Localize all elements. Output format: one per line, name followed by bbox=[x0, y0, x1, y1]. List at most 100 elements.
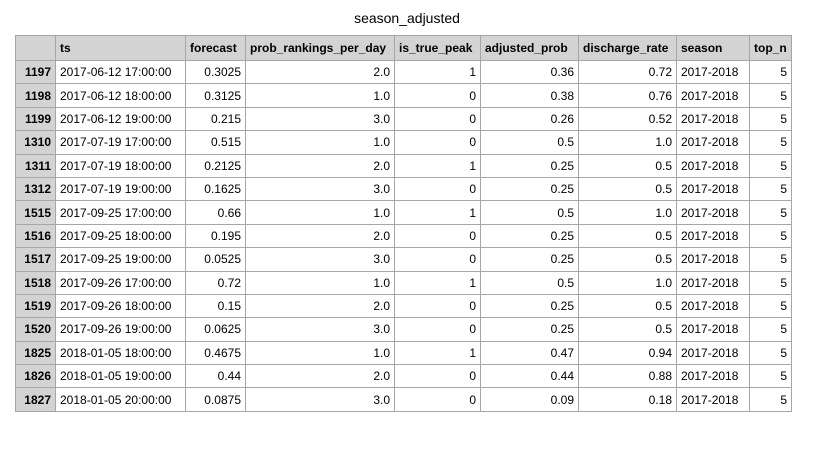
table-cell: 0 bbox=[394, 364, 481, 389]
table-cell: 0.5 bbox=[480, 200, 579, 225]
table-cell: 2017-2018 bbox=[676, 340, 750, 366]
table-cell: 0.515 bbox=[185, 130, 246, 155]
table-cell: 2017-07-19 18:00:00 bbox=[55, 153, 186, 178]
table-cell: 5 bbox=[749, 293, 792, 319]
row-index: 1520 bbox=[15, 317, 56, 342]
table-cell: 2017-06-12 17:00:00 bbox=[55, 59, 186, 85]
row-index: 1197 bbox=[15, 59, 56, 85]
table-cell: 0.5 bbox=[578, 293, 677, 319]
table-cell: 5 bbox=[749, 247, 792, 272]
table-cell: 0.5 bbox=[578, 317, 677, 342]
table-cell: 0.0625 bbox=[185, 317, 246, 342]
table-header: ts forecast prob_rankings_per_day is_true_p… bbox=[15, 35, 792, 61]
table-cell: 0.2125 bbox=[185, 153, 246, 178]
table-cell: 0.195 bbox=[185, 223, 246, 249]
table-row: 1827 2018-01-05 20:00:00 0.0875 3.0 0 0.09 0.1… bbox=[15, 387, 792, 412]
table-cell: 2.0 bbox=[245, 293, 395, 319]
table-cell: 2017-09-26 18:00:00 bbox=[55, 293, 186, 319]
table-cell: 0.25 bbox=[480, 247, 579, 272]
table-cell: 5 bbox=[749, 387, 792, 412]
table-cell: 0.36 bbox=[480, 59, 579, 85]
table-cell: 2017-09-25 17:00:00 bbox=[55, 200, 186, 225]
table-cell: 2017-2018 bbox=[676, 387, 750, 412]
table-row: 1825 2018-01-05 18:00:00 0.4675 1.0 1 0.47 0.9… bbox=[15, 340, 792, 366]
table-row: 1310 2017-07-19 17:00:00 0.515 1.0 0 0.5 1.0 20… bbox=[15, 130, 792, 155]
table-cell: 0.5 bbox=[578, 247, 677, 272]
table-cell: 2017-2018 bbox=[676, 176, 750, 202]
table-cell: 0.44 bbox=[185, 364, 246, 389]
table-cell: 0.18 bbox=[578, 387, 677, 412]
table-cell: 0.38 bbox=[480, 83, 579, 108]
table-cell: 0.5 bbox=[480, 130, 579, 155]
column-header-season: season bbox=[676, 35, 750, 61]
table-cell: 3.0 bbox=[245, 106, 395, 132]
row-index: 1515 bbox=[15, 200, 56, 225]
table-cell: 2017-2018 bbox=[676, 247, 750, 272]
row-index: 1516 bbox=[15, 223, 56, 249]
table-cell: 1 bbox=[394, 200, 481, 225]
table-cell: 5 bbox=[749, 364, 792, 389]
table-cell: 0.88 bbox=[578, 364, 677, 389]
table-cell: 0.09 bbox=[480, 387, 579, 412]
table-cell: 0 bbox=[394, 223, 481, 249]
table-cell: 0.66 bbox=[185, 200, 246, 225]
table-cell: 5 bbox=[749, 59, 792, 85]
table-cell: 3.0 bbox=[245, 247, 395, 272]
table-cell: 0.52 bbox=[578, 106, 677, 132]
table-row: 1198 2017-06-12 18:00:00 0.3125 1.0 0 0.38 0.7… bbox=[15, 83, 792, 108]
table-cell: 0.94 bbox=[578, 340, 677, 366]
table-cell: 2018-01-05 19:00:00 bbox=[55, 364, 186, 389]
table-cell: 1.0 bbox=[245, 130, 395, 155]
table-cell: 2017-2018 bbox=[676, 293, 750, 319]
table-cell: 0.25 bbox=[480, 317, 579, 342]
table-cell: 1 bbox=[394, 340, 481, 366]
table-body: 1197 2017-06-12 17:00:00 0.3025 2.0 1 0.36 0.7… bbox=[15, 59, 792, 412]
row-index: 1519 bbox=[15, 293, 56, 319]
row-index: 1517 bbox=[15, 247, 56, 272]
table-cell: 0 bbox=[394, 130, 481, 155]
table-cell: 2017-2018 bbox=[676, 223, 750, 249]
table-cell: 0.5 bbox=[578, 176, 677, 202]
table-cell: 0.0525 bbox=[185, 247, 246, 272]
table-cell: 2.0 bbox=[245, 153, 395, 178]
table-cell: 2017-06-12 18:00:00 bbox=[55, 83, 186, 108]
table-cell: 2.0 bbox=[245, 59, 395, 85]
table-cell: 2017-2018 bbox=[676, 130, 750, 155]
table-row: 1826 2018-01-05 19:00:00 0.44 2.0 0 0.44 0.88 2… bbox=[15, 364, 792, 389]
table-cell: 1.0 bbox=[245, 270, 395, 295]
table-cell: 2017-07-19 17:00:00 bbox=[55, 130, 186, 155]
table-cell: 0.0875 bbox=[185, 387, 246, 412]
table-cell: 0 bbox=[394, 293, 481, 319]
table-cell: 5 bbox=[749, 340, 792, 366]
column-header-discharge-rate: discharge_rate bbox=[578, 35, 677, 61]
table-cell: 0.4675 bbox=[185, 340, 246, 366]
table-cell: 2017-2018 bbox=[676, 270, 750, 295]
table-cell: 1.0 bbox=[578, 130, 677, 155]
row-index: 1312 bbox=[15, 176, 56, 202]
table-cell: 3.0 bbox=[245, 387, 395, 412]
table-cell: 1.0 bbox=[578, 270, 677, 295]
table-cell: 5 bbox=[749, 106, 792, 132]
table-cell: 0.5 bbox=[578, 153, 677, 178]
row-index: 1198 bbox=[15, 83, 56, 108]
table-row: 1199 2017-06-12 19:00:00 0.215 3.0 0 0.26 0.52… bbox=[15, 106, 792, 132]
row-index: 1827 bbox=[15, 387, 56, 412]
table-cell: 0.26 bbox=[480, 106, 579, 132]
table-row: 1515 2017-09-25 17:00:00 0.66 1.0 1 0.5 1.0 201… bbox=[15, 200, 792, 225]
table-cell: 2017-06-12 19:00:00 bbox=[55, 106, 186, 132]
column-header-forecast: forecast bbox=[185, 35, 246, 61]
table-cell: 0.76 bbox=[578, 83, 677, 108]
table-cell: 0.5 bbox=[578, 223, 677, 249]
table-cell: 3.0 bbox=[245, 176, 395, 202]
table-cell: 1 bbox=[394, 270, 481, 295]
table-row: 1311 2017-07-19 18:00:00 0.2125 2.0 1 0.25 0.5… bbox=[15, 153, 792, 178]
table-cell: 0.25 bbox=[480, 293, 579, 319]
table-cell: 2017-09-25 18:00:00 bbox=[55, 223, 186, 249]
table-cell: 0.25 bbox=[480, 176, 579, 202]
table-cell: 1.0 bbox=[578, 200, 677, 225]
row-index: 1518 bbox=[15, 270, 56, 295]
table-row: 1517 2017-09-25 19:00:00 0.0525 3.0 0 0.25 0.5… bbox=[15, 247, 792, 272]
table-cell: 1.0 bbox=[245, 200, 395, 225]
table-cell: 1 bbox=[394, 153, 481, 178]
table-row: 1516 2017-09-25 18:00:00 0.195 2.0 0 0.25 0.5 2… bbox=[15, 223, 792, 249]
